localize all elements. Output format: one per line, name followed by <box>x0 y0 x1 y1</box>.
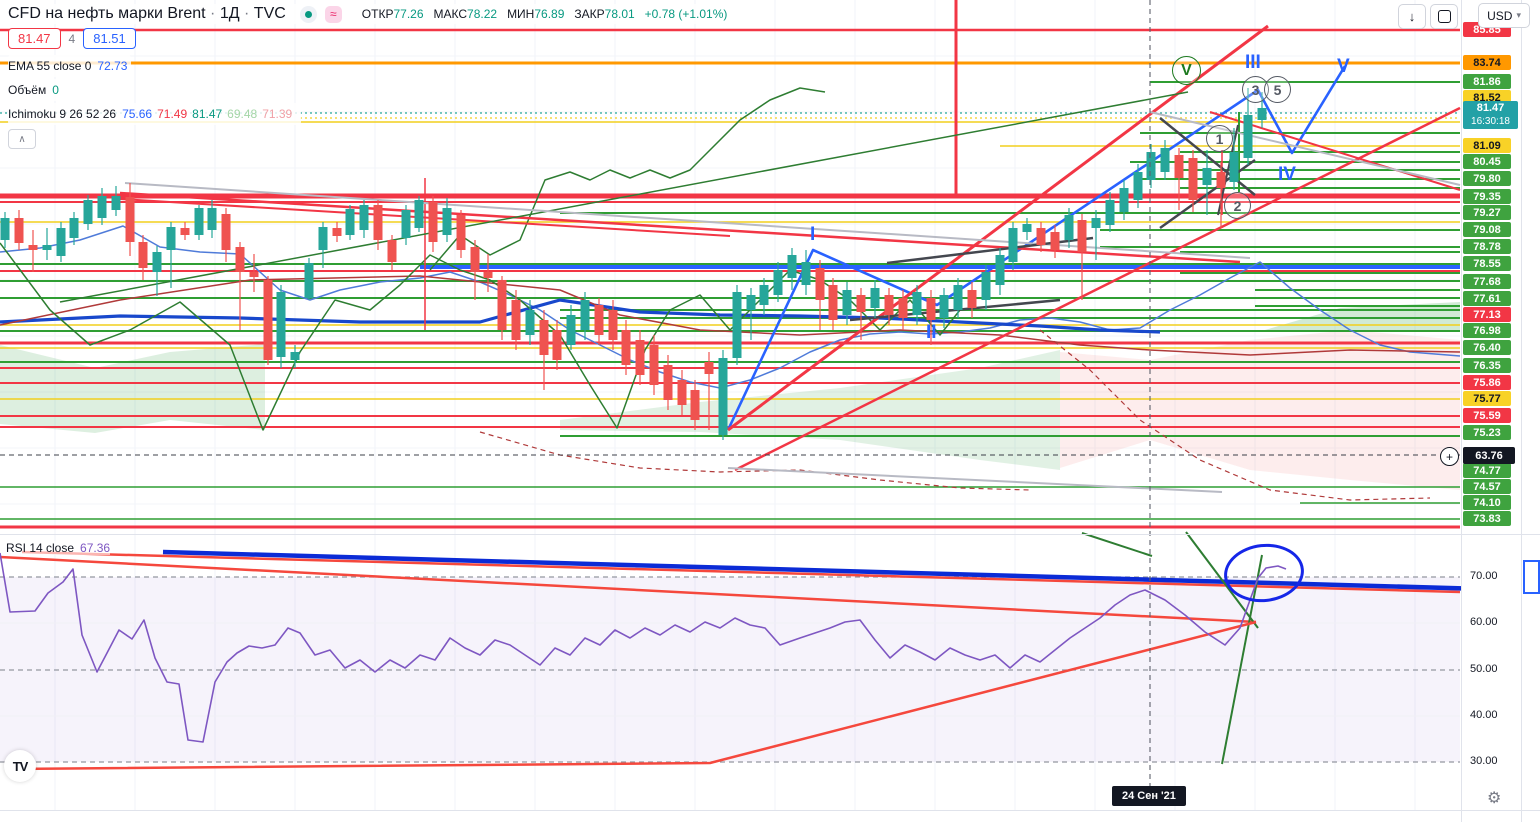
ema-legend-row[interactable]: EMA 55 close 0 72.73 <box>8 55 132 77</box>
settings-gear-icon[interactable]: ⚙ <box>1487 790 1502 807</box>
price-level-label: 80.45 <box>1463 154 1511 169</box>
rsi-scale-tick: 60.00 <box>1470 616 1498 628</box>
scale-controls: ↓ <box>1398 4 1458 29</box>
ichimoku-value: 71.39 <box>262 107 293 121</box>
symbol-title[interactable]: CFD на нефть марки Brent · 1Д · TVC <box>8 5 286 22</box>
price-level-label: 77.13 <box>1463 307 1511 322</box>
rsi-legend-row[interactable]: RSI 14 close 67.36 <box>6 541 111 555</box>
ask-button[interactable]: 81.51 <box>83 28 136 49</box>
price-level-label: 79.80 <box>1463 171 1511 186</box>
ichimoku-value: 75.66 <box>122 107 153 121</box>
elliott-wave-label[interactable]: III <box>1245 52 1261 73</box>
maximize-pane-button[interactable] <box>1430 4 1458 29</box>
rsi-scale-tick: 30.00 <box>1470 755 1498 767</box>
collapse-legend-button[interactable]: ∧ <box>8 129 36 149</box>
price-level-label: 78.55 <box>1463 256 1511 271</box>
overlay-scale[interactable] <box>1521 0 1540 822</box>
price-level-label: 75.59 <box>1463 408 1511 423</box>
price-level-label: 75.23 <box>1463 425 1511 440</box>
circled-wave-label[interactable]: V <box>1172 56 1201 85</box>
price-level-label: 73.83 <box>1463 511 1511 526</box>
exchange-label: TVC <box>253 5 286 22</box>
crosshair-date-label: 24 Сен '21 <box>1112 786 1186 806</box>
pane-separator[interactable] <box>0 534 1540 535</box>
legend-panel: CFD на нефть марки Brent · 1Д · TVC ≈ ОТ… <box>8 4 732 149</box>
volume-legend-row[interactable]: Объём 0 <box>8 79 63 101</box>
price-level-label: 83.74 <box>1463 55 1511 70</box>
price-level-label: 77.68 <box>1463 274 1511 289</box>
price-level-label: 76.40 <box>1463 340 1511 355</box>
bar-countdown: 16:30:18 <box>1471 116 1510 127</box>
price-level-label: 81.86 <box>1463 74 1511 89</box>
price-level-label: 79.08 <box>1463 222 1511 237</box>
elliott-wave-label[interactable]: II <box>926 322 937 343</box>
volume-value: 0 <box>52 83 59 97</box>
current-price-label: 81.47 16:30:18 <box>1463 101 1518 129</box>
currency-dropdown[interactable]: USD ▾ <box>1478 3 1530 28</box>
symbol-row[interactable]: CFD на нефть марки Brent · 1Д · TVC ≈ ОТ… <box>8 4 732 24</box>
elliott-wave-label[interactable]: I <box>810 224 816 245</box>
rsi-value: 67.36 <box>80 541 111 555</box>
time-axis-separator <box>0 810 1540 811</box>
chevron-down-icon: ▾ <box>1516 10 1521 20</box>
ichimoku-value: 71.49 <box>157 107 188 121</box>
bid-ask-row: 81.47 4 81.51 <box>8 28 731 49</box>
interval-label: 1Д <box>219 5 240 22</box>
bid-button[interactable]: 81.47 <box>8 28 61 49</box>
ichimoku-legend-row[interactable]: Ichimoku 9 26 52 26 75.66 71.49 81.47 69.48 7… <box>8 103 302 125</box>
circled-wave-label[interactable]: 5 <box>1264 76 1291 103</box>
crosshair-price-label: 63.76 <box>1463 447 1515 464</box>
price-level-label: 75.86 <box>1463 375 1511 390</box>
ema-value: 72.73 <box>97 59 128 73</box>
elliott-wave-label[interactable]: IV <box>1278 164 1296 185</box>
circled-wave-label[interactable]: 2 <box>1224 192 1251 219</box>
price-level-label: 74.77 <box>1463 463 1511 478</box>
rsi-scale-tick: 40.00 <box>1470 709 1498 721</box>
price-level-label: 76.35 <box>1463 358 1511 373</box>
price-level-label: 79.27 <box>1463 205 1511 220</box>
price-level-label: 74.57 <box>1463 479 1511 494</box>
scroll-down-button[interactable]: ↓ <box>1398 4 1426 29</box>
price-level-label: 78.78 <box>1463 239 1511 254</box>
ichimoku-value: 81.47 <box>192 107 223 121</box>
change-value: +0.78 (+1.01%) <box>644 7 728 21</box>
add-alert-plus-button[interactable]: + <box>1440 447 1459 466</box>
rsi-scale-tick: 70.00 <box>1470 570 1498 582</box>
rsi-scale-highlight <box>1523 560 1540 594</box>
tradingview-logo[interactable]: TV <box>4 750 36 782</box>
approx-data-icon[interactable]: ≈ <box>324 5 342 23</box>
circled-wave-label[interactable]: 1 <box>1206 125 1233 152</box>
price-level-label: 76.98 <box>1463 323 1511 338</box>
spread-value: 4 <box>68 31 76 46</box>
price-level-label: 75.77 <box>1463 391 1511 406</box>
elliott-wave-label[interactable]: V <box>1337 56 1350 77</box>
price-level-label: 77.61 <box>1463 291 1511 306</box>
market-status-icon[interactable] <box>299 5 317 23</box>
maximize-icon <box>1437 10 1451 23</box>
price-level-label: 79.35 <box>1463 189 1511 204</box>
price-level-label: 74.10 <box>1463 495 1511 510</box>
ichimoku-value: 69.48 <box>227 107 258 121</box>
rsi-scale-tick: 50.00 <box>1470 663 1498 675</box>
ohlc-readout: ОТКР77.26 МАКС78.22 МИН76.89 ЗАКР78.01 +… <box>361 7 728 21</box>
price-level-label: 81.09 <box>1463 138 1511 153</box>
